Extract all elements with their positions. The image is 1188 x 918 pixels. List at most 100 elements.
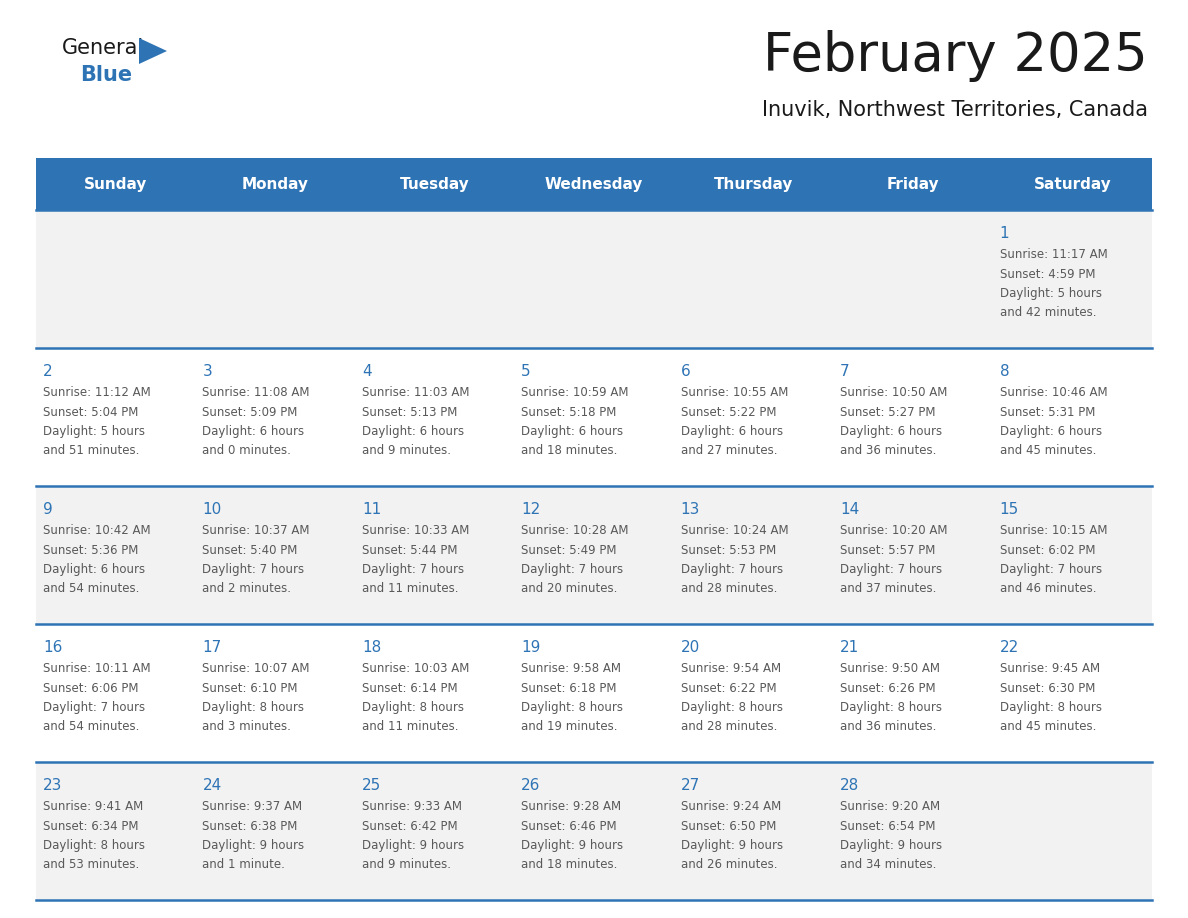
- Text: Daylight: 7 hours: Daylight: 7 hours: [840, 563, 942, 576]
- Text: and 18 minutes.: and 18 minutes.: [522, 858, 618, 871]
- Text: and 26 minutes.: and 26 minutes.: [681, 858, 777, 871]
- Text: 22: 22: [999, 640, 1019, 655]
- Text: Daylight: 8 hours: Daylight: 8 hours: [202, 701, 304, 714]
- Text: Sunrise: 9:41 AM: Sunrise: 9:41 AM: [43, 800, 144, 813]
- Text: Sunset: 6:50 PM: Sunset: 6:50 PM: [681, 820, 776, 833]
- Text: Saturday: Saturday: [1034, 176, 1111, 192]
- Text: Sunset: 5:04 PM: Sunset: 5:04 PM: [43, 406, 138, 419]
- Text: Daylight: 6 hours: Daylight: 6 hours: [522, 425, 624, 438]
- Text: and 11 minutes.: and 11 minutes.: [362, 583, 459, 596]
- Text: Sunset: 6:18 PM: Sunset: 6:18 PM: [522, 681, 617, 695]
- Text: Sunset: 5:13 PM: Sunset: 5:13 PM: [362, 406, 457, 419]
- Text: Sunset: 6:26 PM: Sunset: 6:26 PM: [840, 681, 936, 695]
- Text: 23: 23: [43, 778, 63, 793]
- Text: 26: 26: [522, 778, 541, 793]
- Text: 12: 12: [522, 502, 541, 517]
- Text: 4: 4: [362, 364, 372, 379]
- Text: 24: 24: [202, 778, 222, 793]
- Text: Sunset: 6:38 PM: Sunset: 6:38 PM: [202, 820, 298, 833]
- Text: Sunrise: 11:08 AM: Sunrise: 11:08 AM: [202, 386, 310, 399]
- Text: Sunrise: 10:42 AM: Sunrise: 10:42 AM: [43, 524, 151, 537]
- Text: and 53 minutes.: and 53 minutes.: [43, 858, 139, 871]
- Text: 10: 10: [202, 502, 222, 517]
- Text: Sunset: 5:49 PM: Sunset: 5:49 PM: [522, 543, 617, 556]
- Text: Blue: Blue: [80, 65, 132, 85]
- Text: 18: 18: [362, 640, 381, 655]
- Text: and 37 minutes.: and 37 minutes.: [840, 583, 936, 596]
- Text: Daylight: 8 hours: Daylight: 8 hours: [362, 701, 463, 714]
- Text: and 45 minutes.: and 45 minutes.: [999, 721, 1097, 733]
- Text: Daylight: 7 hours: Daylight: 7 hours: [681, 563, 783, 576]
- Text: Sunset: 6:14 PM: Sunset: 6:14 PM: [362, 681, 457, 695]
- Bar: [36, 210, 1152, 348]
- Text: Sunrise: 10:37 AM: Sunrise: 10:37 AM: [202, 524, 310, 537]
- Text: Sunrise: 9:33 AM: Sunrise: 9:33 AM: [362, 800, 462, 813]
- Text: Daylight: 9 hours: Daylight: 9 hours: [522, 839, 624, 852]
- Text: Sunset: 6:22 PM: Sunset: 6:22 PM: [681, 681, 776, 695]
- Text: Daylight: 9 hours: Daylight: 9 hours: [681, 839, 783, 852]
- Text: Sunset: 6:54 PM: Sunset: 6:54 PM: [840, 820, 936, 833]
- Text: 7: 7: [840, 364, 849, 379]
- Text: Sunrise: 11:17 AM: Sunrise: 11:17 AM: [999, 248, 1107, 261]
- Text: and 11 minutes.: and 11 minutes.: [362, 721, 459, 733]
- Text: and 36 minutes.: and 36 minutes.: [840, 721, 936, 733]
- Text: Sunrise: 10:28 AM: Sunrise: 10:28 AM: [522, 524, 628, 537]
- Text: Sunrise: 10:11 AM: Sunrise: 10:11 AM: [43, 662, 151, 675]
- Text: 3: 3: [202, 364, 213, 379]
- Text: 21: 21: [840, 640, 859, 655]
- Text: Sunrise: 9:54 AM: Sunrise: 9:54 AM: [681, 662, 781, 675]
- Text: and 54 minutes.: and 54 minutes.: [43, 583, 139, 596]
- Text: Sunset: 5:18 PM: Sunset: 5:18 PM: [522, 406, 617, 419]
- Bar: [36, 348, 1152, 486]
- Text: 28: 28: [840, 778, 859, 793]
- Text: Sunset: 5:57 PM: Sunset: 5:57 PM: [840, 543, 935, 556]
- Text: Daylight: 6 hours: Daylight: 6 hours: [840, 425, 942, 438]
- Text: Daylight: 5 hours: Daylight: 5 hours: [999, 287, 1101, 300]
- Text: Daylight: 6 hours: Daylight: 6 hours: [362, 425, 465, 438]
- Text: Sunset: 5:53 PM: Sunset: 5:53 PM: [681, 543, 776, 556]
- Text: 27: 27: [681, 778, 700, 793]
- Text: Sunrise: 11:12 AM: Sunrise: 11:12 AM: [43, 386, 151, 399]
- Text: Daylight: 6 hours: Daylight: 6 hours: [681, 425, 783, 438]
- Text: Sunrise: 9:58 AM: Sunrise: 9:58 AM: [522, 662, 621, 675]
- Text: and 27 minutes.: and 27 minutes.: [681, 444, 777, 457]
- Text: Sunset: 5:27 PM: Sunset: 5:27 PM: [840, 406, 936, 419]
- Text: and 3 minutes.: and 3 minutes.: [202, 721, 291, 733]
- Text: Sunset: 5:36 PM: Sunset: 5:36 PM: [43, 543, 138, 556]
- Text: Sunset: 5:22 PM: Sunset: 5:22 PM: [681, 406, 776, 419]
- Text: Inuvik, Northwest Territories, Canada: Inuvik, Northwest Territories, Canada: [762, 100, 1148, 120]
- Text: Sunrise: 10:07 AM: Sunrise: 10:07 AM: [202, 662, 310, 675]
- Text: Sunrise: 9:28 AM: Sunrise: 9:28 AM: [522, 800, 621, 813]
- Text: Daylight: 8 hours: Daylight: 8 hours: [840, 701, 942, 714]
- Text: and 46 minutes.: and 46 minutes.: [999, 583, 1097, 596]
- Text: Sunset: 5:40 PM: Sunset: 5:40 PM: [202, 543, 298, 556]
- Bar: [36, 486, 1152, 624]
- Text: Sunset: 6:10 PM: Sunset: 6:10 PM: [202, 681, 298, 695]
- Text: Thursday: Thursday: [714, 176, 794, 192]
- Text: Sunrise: 9:20 AM: Sunrise: 9:20 AM: [840, 800, 940, 813]
- Text: Tuesday: Tuesday: [399, 176, 469, 192]
- Text: Daylight: 8 hours: Daylight: 8 hours: [522, 701, 624, 714]
- Text: 9: 9: [43, 502, 52, 517]
- Text: February 2025: February 2025: [763, 30, 1148, 82]
- Text: Daylight: 7 hours: Daylight: 7 hours: [362, 563, 465, 576]
- Text: Sunrise: 10:15 AM: Sunrise: 10:15 AM: [999, 524, 1107, 537]
- Text: Sunset: 4:59 PM: Sunset: 4:59 PM: [999, 267, 1095, 281]
- Text: 13: 13: [681, 502, 700, 517]
- Bar: [36, 624, 1152, 762]
- Text: Sunrise: 9:24 AM: Sunrise: 9:24 AM: [681, 800, 781, 813]
- Text: Friday: Friday: [886, 176, 940, 192]
- Text: Sunrise: 10:33 AM: Sunrise: 10:33 AM: [362, 524, 469, 537]
- Text: Sunrise: 9:45 AM: Sunrise: 9:45 AM: [999, 662, 1100, 675]
- Text: Sunset: 5:31 PM: Sunset: 5:31 PM: [999, 406, 1095, 419]
- Text: Sunset: 6:46 PM: Sunset: 6:46 PM: [522, 820, 617, 833]
- Text: Sunrise: 10:50 AM: Sunrise: 10:50 AM: [840, 386, 948, 399]
- Text: Sunrise: 10:55 AM: Sunrise: 10:55 AM: [681, 386, 788, 399]
- Text: and 51 minutes.: and 51 minutes.: [43, 444, 139, 457]
- Text: Sunset: 6:06 PM: Sunset: 6:06 PM: [43, 681, 139, 695]
- Text: Daylight: 7 hours: Daylight: 7 hours: [202, 563, 304, 576]
- Text: 1: 1: [999, 226, 1009, 241]
- Text: 15: 15: [999, 502, 1019, 517]
- Text: Daylight: 7 hours: Daylight: 7 hours: [522, 563, 624, 576]
- Text: and 45 minutes.: and 45 minutes.: [999, 444, 1097, 457]
